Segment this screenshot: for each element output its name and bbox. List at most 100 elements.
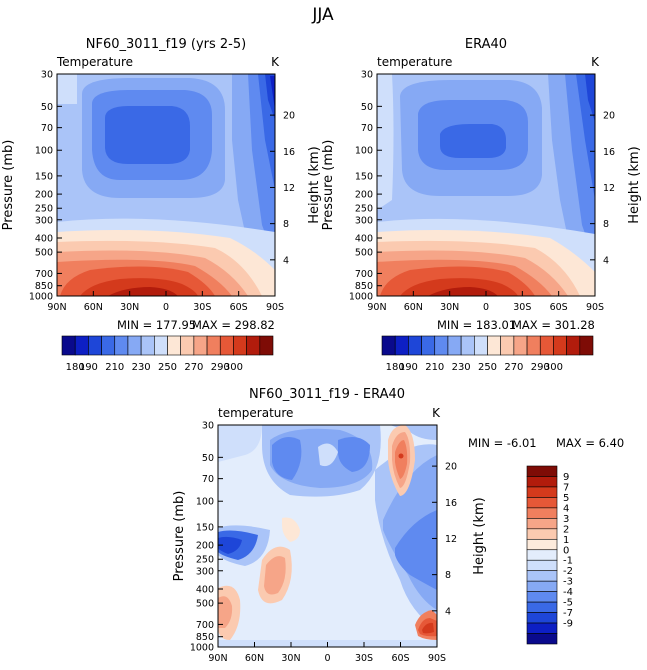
colorbar-swatch xyxy=(127,335,142,356)
colorbar-label: -4 xyxy=(563,587,573,598)
colorbar-label: -1 xyxy=(563,556,573,567)
colorbar-label: 210 xyxy=(105,362,124,373)
panel-unit-label: K xyxy=(432,406,441,420)
colorbar-label: 190 xyxy=(399,362,418,373)
colorbar-swatch xyxy=(526,591,558,603)
y-tick-label: 300 xyxy=(355,215,373,226)
colorbar-label: 290 xyxy=(211,362,230,373)
colorbar-swatch xyxy=(88,335,102,356)
y-tick-label: 850 xyxy=(35,281,53,292)
colorbar-label: -2 xyxy=(563,566,573,577)
y-axis-label: Pressure (mb) xyxy=(1,140,16,231)
colorbar-swatch xyxy=(513,335,528,356)
y-tick-label: 200 xyxy=(355,190,373,201)
panel-title: ERA40 xyxy=(465,37,507,52)
colorbar-swatch xyxy=(154,335,168,356)
height-tick-label: 12 xyxy=(603,183,615,194)
colorbar-swatch xyxy=(526,601,558,613)
y-tick-label: 50 xyxy=(41,102,53,113)
y-tick-label: 100 xyxy=(355,146,373,157)
min-stat: MIN = -6.01 xyxy=(468,436,537,450)
colorbar-swatch xyxy=(381,335,396,356)
x-tick-label: 90S xyxy=(266,302,284,313)
y-tick-label: 150 xyxy=(35,171,53,182)
colorbar-swatch xyxy=(526,528,558,540)
panel-title: NF60_3011_f19 (yrs 2-5) xyxy=(86,37,246,52)
colorbar-swatch xyxy=(539,335,554,356)
colorbar-label: 4 xyxy=(563,503,569,514)
colorbar-swatch xyxy=(526,507,558,519)
x-tick-label: 0 xyxy=(324,653,330,664)
x-tick-label: 90S xyxy=(586,302,604,313)
height-tick-label: 16 xyxy=(445,498,457,509)
y-tick-label: 700 xyxy=(196,620,214,631)
y-tick-label: 50 xyxy=(361,102,373,113)
colorbar-swatch xyxy=(408,335,422,356)
colorbar-label: 7 xyxy=(563,482,569,493)
height-tick-label: 8 xyxy=(603,219,609,230)
y-tick-label: 250 xyxy=(355,204,373,215)
y-tick-label: 1000 xyxy=(29,292,53,303)
height-tick-label: 12 xyxy=(445,534,457,545)
colorbar-label: 180 xyxy=(66,362,85,373)
y-tick-label: 70 xyxy=(361,123,373,134)
panel-difference: NF60_3011_f19 - ERA40 temperature K xyxy=(172,387,624,664)
colorbar-label: 0 xyxy=(563,545,569,556)
x-tick-label: 90N xyxy=(367,302,386,313)
colorbar-swatch xyxy=(101,335,116,356)
colorbar-swatch xyxy=(526,559,558,572)
colorbar-swatch xyxy=(526,570,558,582)
y-tick-label: 500 xyxy=(355,248,373,259)
colorbar-label: 1 xyxy=(563,535,569,546)
colorbar-label: 3 xyxy=(563,514,569,525)
y-tick-label: 50 xyxy=(202,453,214,464)
y-tick-label: 100 xyxy=(35,146,53,157)
colorbar-swatch xyxy=(167,335,181,356)
colorbar-swatch xyxy=(259,335,274,356)
height-tick-label: 12 xyxy=(283,183,295,194)
x-tick-label: 30S xyxy=(193,302,211,313)
colorbar-swatch xyxy=(526,538,558,551)
y-tick-label: 200 xyxy=(35,190,53,201)
y-tick-label: 1000 xyxy=(349,292,373,303)
panel-title: NF60_3011_f19 - ERA40 xyxy=(249,387,405,402)
colorbar-swatch xyxy=(180,335,195,356)
colorbar-label: -7 xyxy=(563,608,573,619)
y-tick-label: 250 xyxy=(196,555,214,566)
colorbar-label: -5 xyxy=(563,598,573,609)
x-tick-label: 60S xyxy=(550,302,568,313)
max-stat: MAX = 298.82 xyxy=(192,318,275,332)
y-tick-label: 400 xyxy=(355,233,373,244)
colorbar-label: 190 xyxy=(79,362,98,373)
y-tick-label: 30 xyxy=(41,70,53,81)
x-tick-label: 60S xyxy=(391,653,409,664)
x-tick-label: 60S xyxy=(230,302,248,313)
colorbar-swatch xyxy=(553,335,567,356)
contour-field xyxy=(218,425,437,647)
panel-unit-label: K xyxy=(271,55,280,69)
colorbar-swatch xyxy=(526,518,558,530)
y-tick-label: 500 xyxy=(35,248,53,259)
colorbar-swatch xyxy=(140,335,155,356)
y-tick-label: 70 xyxy=(41,123,53,134)
colorbar-label: 250 xyxy=(478,362,497,373)
height-tick-label: 16 xyxy=(603,147,615,158)
colorbar-label: 300 xyxy=(544,362,563,373)
panel-variable-label: temperature xyxy=(218,406,293,420)
max-stat: MAX = 301.28 xyxy=(512,318,595,332)
colorbar-swatch xyxy=(526,335,541,356)
colorbar-swatch xyxy=(526,549,558,561)
x-tick-label: 30N xyxy=(281,653,300,664)
colorbar-swatch xyxy=(526,622,558,634)
colorbar-swatch xyxy=(526,580,558,592)
height-tick-label: 8 xyxy=(445,570,451,581)
y-tick-label: 70 xyxy=(202,474,214,485)
y-tick-label: 700 xyxy=(355,269,373,280)
x-tick-label: 60N xyxy=(84,302,103,313)
colorbar-swatch xyxy=(394,335,409,356)
colorbar-swatch xyxy=(233,335,247,356)
colorbar-swatch xyxy=(566,335,581,356)
height-tick-label: 4 xyxy=(283,255,289,266)
x-tick-label: 30S xyxy=(513,302,531,313)
